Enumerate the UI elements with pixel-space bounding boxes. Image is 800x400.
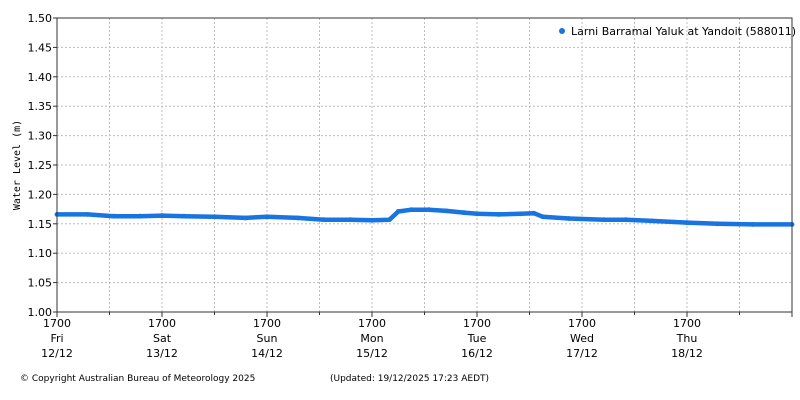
- data-point: [566, 216, 572, 221]
- data-point: [649, 218, 655, 224]
- x-tick-date: 12/12: [41, 347, 73, 360]
- series-layer: [54, 207, 795, 227]
- data-point: [159, 213, 165, 218]
- y-tick-label: 1.15: [28, 218, 53, 231]
- y-tick-label: 1.20: [28, 188, 53, 201]
- y-tick-label: 1.40: [28, 71, 53, 84]
- x-tick-label: 1700 Sat 13/12: [146, 317, 178, 360]
- x-tick-date: 16/12: [461, 347, 493, 360]
- x-tick-day: Sun: [257, 332, 278, 345]
- x-tick-time: 1700: [253, 317, 281, 330]
- x-axis: 1700Fri12/121700Sat13/121700Sun14/121700…: [41, 312, 793, 360]
- x-tick-time: 1700: [358, 317, 386, 330]
- data-point: [321, 217, 327, 223]
- y-tick-label: 1.35: [28, 100, 53, 113]
- y-tick-label: 1.10: [28, 247, 53, 260]
- y-axis: 1.00 1.05 1.10 1.15 1.20 1.25 1.30 1.35 1.40 1.45…: [28, 12, 57, 319]
- data-point: [518, 211, 524, 217]
- data-point: [496, 211, 502, 217]
- data-point: [242, 215, 248, 221]
- data-point: [387, 217, 392, 223]
- data-point: [601, 217, 607, 223]
- data-point: [212, 214, 217, 220]
- x-tick-date: 13/12: [146, 347, 178, 360]
- x-tick-day: Sat: [153, 332, 172, 345]
- y-tick-label: 1.30: [28, 130, 53, 143]
- y-tick-label: 1.05: [28, 277, 53, 290]
- data-point: [137, 213, 143, 219]
- x-tick-time: 1700: [463, 317, 491, 330]
- x-tick-label: 1700 Thu 18/12: [671, 317, 703, 360]
- data-point: [443, 208, 449, 214]
- data-point: [395, 209, 401, 214]
- legend-marker: [559, 28, 565, 34]
- y-tick-label: 1.25: [28, 159, 53, 172]
- data-point: [750, 221, 756, 227]
- y-tick-label: 1.50: [28, 12, 53, 25]
- data-point: [347, 217, 353, 223]
- updated-timestamp: (Updated: 19/12/2025 17:23 AEDT): [330, 374, 490, 384]
- x-tick-day: Fri: [50, 332, 63, 345]
- x-tick-label: 1700 Tue 16/12: [461, 317, 493, 360]
- grid-layer: [56, 17, 793, 313]
- x-tick-time: 1700: [148, 317, 176, 330]
- x-tick-day: Mon: [360, 332, 383, 345]
- data-point: [369, 217, 375, 223]
- data-point: [181, 213, 187, 219]
- y-tick-label: 1.45: [28, 41, 53, 54]
- data-point: [474, 211, 480, 217]
- x-tick-label: 1700 Fri 12/12: [41, 317, 73, 360]
- data-point: [715, 221, 721, 227]
- x-tick-time: 1700: [43, 317, 71, 330]
- x-tick-time: 1700: [673, 317, 701, 330]
- data-point: [540, 214, 546, 220]
- data-point: [85, 211, 91, 217]
- x-tick-day: Thu: [676, 332, 698, 345]
- x-tick-date: 14/12: [251, 347, 283, 360]
- copyright-notice: © Copyright Australian Bureau of Meteoro…: [20, 374, 256, 384]
- y-axis-title: Water Level (m): [12, 120, 23, 210]
- x-tick-date: 18/12: [671, 347, 703, 360]
- x-tick-label: 1700 Sun 14/12: [251, 317, 283, 360]
- x-tick-day: Wed: [570, 332, 594, 345]
- x-tick-day: Tue: [467, 332, 487, 345]
- x-tick-label: 1700 Wed 17/12: [566, 317, 598, 360]
- x-tick-label: 1700 Mon 15/12: [356, 317, 388, 360]
- x-tick-date: 15/12: [356, 347, 388, 360]
- data-point: [426, 207, 432, 213]
- data-point: [295, 215, 301, 221]
- data-point: [623, 217, 629, 223]
- data-point: [408, 207, 414, 213]
- x-tick-date: 17/12: [566, 347, 598, 360]
- data-point: [461, 210, 467, 216]
- y-tick-label: 1.00: [28, 306, 53, 319]
- data-point: [264, 214, 270, 220]
- series-line: [54, 207, 795, 227]
- x-tick-time: 1700: [568, 317, 596, 330]
- data-point: [684, 220, 690, 226]
- legend: Larni Barramal Yaluk at Yandoit (588011): [559, 25, 796, 38]
- data-point: [111, 213, 117, 219]
- data-point: [531, 210, 537, 216]
- legend-series-label: Larni Barramal Yaluk at Yandoit (588011): [571, 25, 796, 38]
